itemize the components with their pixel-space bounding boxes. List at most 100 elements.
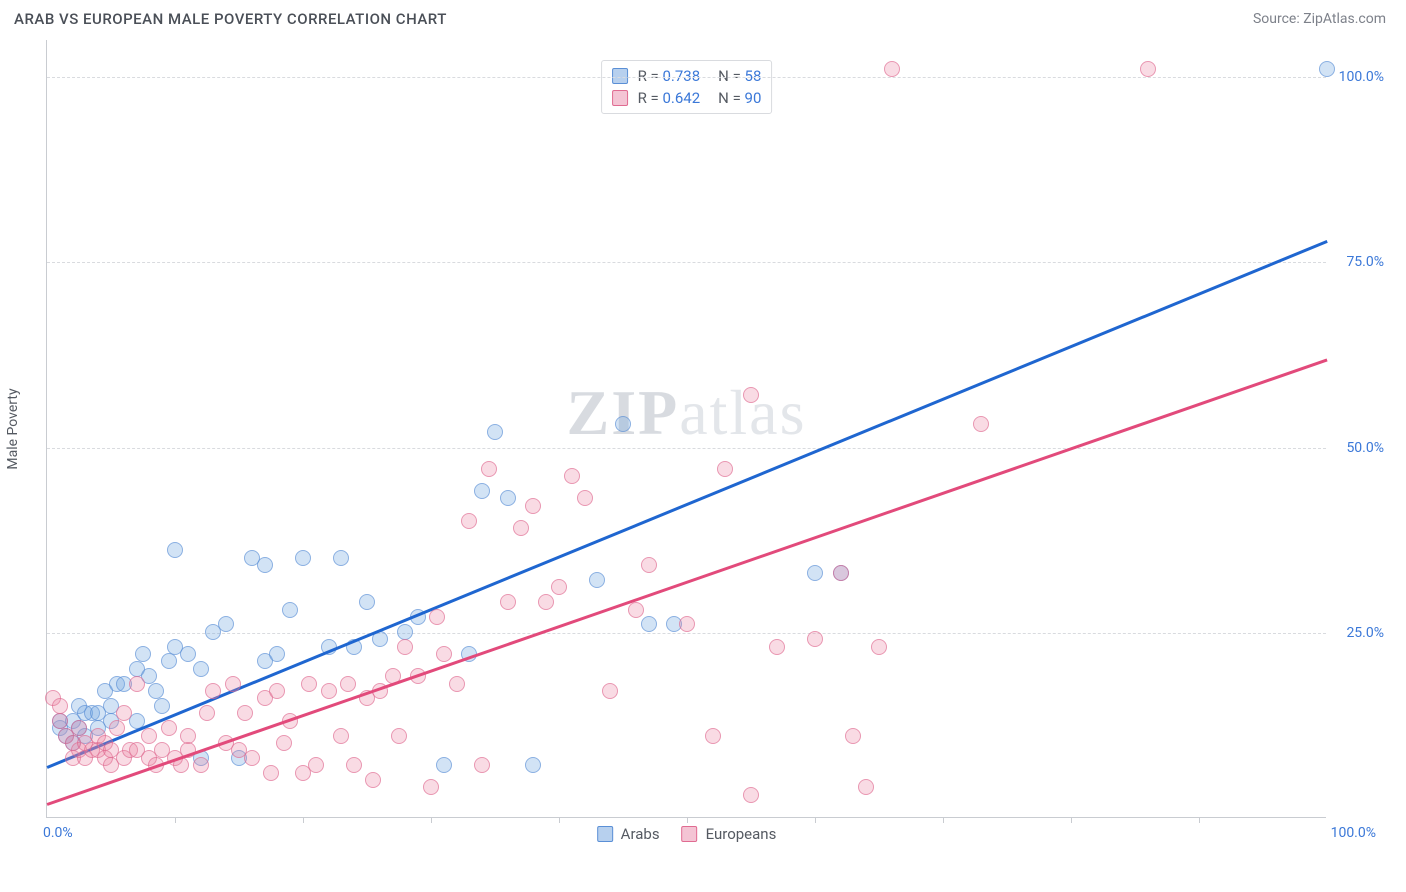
data-point [615,416,631,432]
data-point [538,594,554,610]
data-point [628,602,644,618]
data-point [743,387,759,403]
plot-area: Male Poverty ZIPatlas R = 0.738N = 58R =… [46,40,1326,818]
y-tick-label: 25.0% [1346,625,1384,641]
data-point [551,579,567,595]
x-tick [1071,817,1072,823]
data-point [429,609,445,625]
data-point [973,416,989,432]
legend-r-label: R = 0.738 [638,67,701,85]
data-point [193,757,209,773]
data-point [135,646,151,662]
gridline [47,448,1326,449]
x-tick [687,817,688,823]
data-point [500,594,516,610]
data-point [109,720,125,736]
data-point [244,750,260,766]
legend-swatch [612,90,628,106]
data-point [218,616,234,632]
data-point [589,572,605,588]
data-point [487,424,503,440]
data-point [346,757,362,773]
data-point [129,676,145,692]
legend-n-label: N = 90 [718,89,761,107]
legend-item: Arabs [597,825,660,843]
data-point [141,728,157,744]
data-point [154,698,170,714]
data-point [225,676,241,692]
data-point [52,713,68,729]
y-tick-label: 75.0% [1346,254,1384,270]
trend-line [47,359,1328,806]
x-tick [559,817,560,823]
data-point [321,683,337,699]
data-point [269,683,285,699]
trend-line [47,240,1328,768]
correlation-legend: R = 0.738 N = 58 R = 0.642 N = 90 [601,60,773,114]
legend-r-label: R = 0.642 [638,89,701,107]
data-point [71,720,87,736]
legend-series-name: Europeans [706,825,777,843]
data-point [500,490,516,506]
data-point [276,735,292,751]
data-point [333,728,349,744]
legend-row: R = 0.738 N = 58 [612,65,762,87]
data-point [365,772,381,788]
data-point [167,542,183,558]
x-tick [303,817,304,823]
legend-n-label: N = 58 [718,67,761,85]
chart-container: Male Poverty ZIPatlas R = 0.738N = 58R =… [46,40,1386,852]
chart-title: ARAB VS EUROPEAN MALE POVERTY CORRELATIO… [14,10,447,28]
chart-source: Source: ZipAtlas.com [1253,11,1386,27]
data-point [474,757,490,773]
data-point [116,705,132,721]
watermark: ZIPatlas [567,376,807,450]
data-point [807,565,823,581]
data-point [397,624,413,640]
legend-swatch [597,826,613,842]
data-point [205,683,221,699]
gridline [47,262,1326,263]
data-point [577,490,593,506]
legend-series-name: Arabs [621,825,660,843]
data-point [845,728,861,744]
data-point [705,728,721,744]
data-point [308,757,324,773]
series-legend: Arabs Europeans [597,825,777,843]
data-point [295,550,311,566]
legend-item: Europeans [682,825,777,843]
data-point [449,676,465,692]
x-tick [943,817,944,823]
data-point [340,676,356,692]
data-point [257,557,273,573]
data-point [1140,61,1156,77]
data-point [513,520,529,536]
data-point [641,616,657,632]
data-point [525,498,541,514]
legend-swatch [682,826,698,842]
x-tick-label-right: 100.0% [1331,825,1376,841]
x-tick [1199,817,1200,823]
data-point [301,676,317,692]
data-point [679,616,695,632]
data-point [525,757,541,773]
data-point [391,728,407,744]
x-tick [175,817,176,823]
data-point [148,683,164,699]
x-tick [431,817,432,823]
data-point [436,757,452,773]
data-point [461,513,477,529]
gridline [47,77,1326,78]
gridline [47,633,1326,634]
data-point [180,728,196,744]
x-tick-label-left: 0.0% [43,825,73,841]
data-point [1319,61,1335,77]
data-point [263,765,279,781]
data-point [269,646,285,662]
data-point [743,787,759,803]
data-point [199,705,215,721]
y-axis-label: Male Poverty [5,388,21,469]
legend-row: R = 0.642 N = 90 [612,87,762,109]
data-point [237,705,253,721]
data-point [474,483,490,499]
